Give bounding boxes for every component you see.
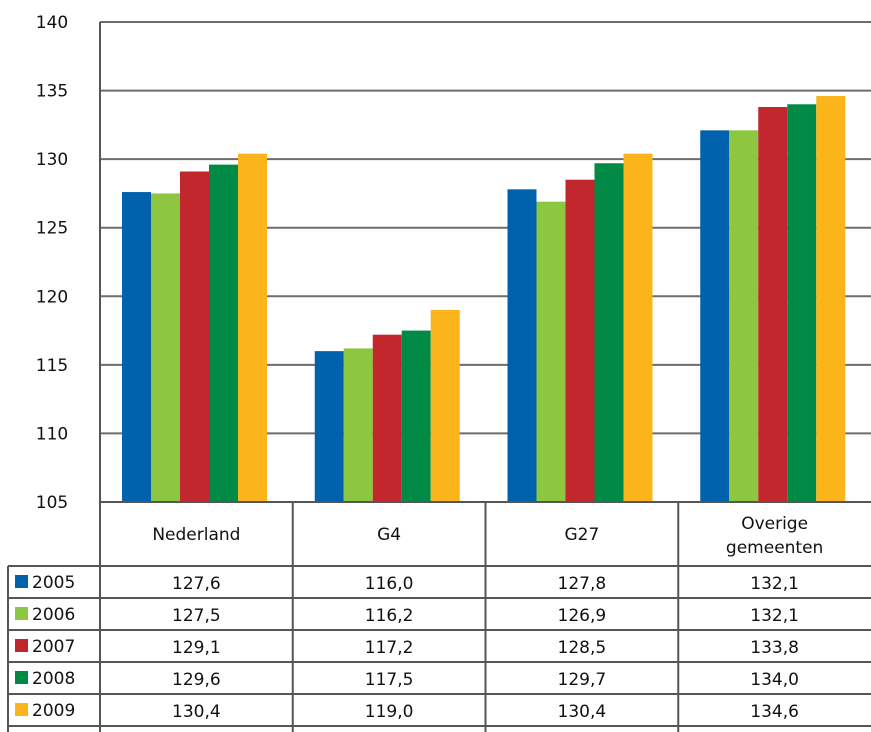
bar-2006-2 bbox=[343, 348, 373, 502]
bar-2009-1 bbox=[238, 153, 267, 502]
bar-2008-1 bbox=[209, 164, 238, 502]
category-label: gemeenten bbox=[726, 538, 823, 558]
legend-swatch-2006 bbox=[15, 607, 28, 620]
data-table-cell: 134,6 bbox=[750, 702, 799, 722]
category-label: Nederland bbox=[152, 525, 240, 545]
data-table-cell: 116,0 bbox=[365, 574, 414, 594]
y-tick-label: 110 bbox=[36, 424, 68, 444]
bar-2008-2 bbox=[401, 330, 431, 502]
bar-2005-3 bbox=[507, 189, 537, 503]
data-table-cell: 119,0 bbox=[365, 702, 414, 722]
bar-2006-1 bbox=[151, 193, 180, 502]
data-table-cell: 130,4 bbox=[558, 702, 607, 722]
data-table-cell: 129,7 bbox=[558, 670, 607, 690]
legend-label-2009: 2009 bbox=[32, 701, 75, 721]
y-tick-label: 140 bbox=[36, 13, 68, 33]
legend-swatch-2009 bbox=[15, 703, 28, 716]
bar-2006-3 bbox=[536, 201, 566, 502]
bar-2007-3 bbox=[565, 179, 595, 502]
bar-2009-4 bbox=[816, 96, 846, 503]
bar-2005-2 bbox=[314, 351, 344, 502]
bar-2007-1 bbox=[180, 171, 209, 502]
legend-label-2006: 2006 bbox=[32, 605, 75, 625]
bar-2007-4 bbox=[758, 107, 788, 503]
y-tick-label: 115 bbox=[36, 356, 68, 376]
legend-label-2007: 2007 bbox=[32, 637, 75, 657]
legend-swatch-2005 bbox=[15, 575, 28, 588]
category-label: G27 bbox=[564, 525, 599, 545]
data-table-cell: 132,1 bbox=[750, 606, 799, 626]
bar-2009-3 bbox=[623, 153, 653, 502]
bar-2009-2 bbox=[430, 310, 460, 502]
data-table-cell: 126,9 bbox=[558, 606, 607, 626]
legend-swatch-2007 bbox=[15, 639, 28, 652]
data-table-cell: 129,6 bbox=[172, 670, 221, 690]
bar-2007-2 bbox=[372, 334, 402, 502]
y-tick-label: 120 bbox=[36, 287, 68, 307]
y-tick-label: 130 bbox=[36, 150, 68, 170]
legend-swatch-2008 bbox=[15, 671, 28, 684]
data-table-cell: 128,5 bbox=[558, 638, 607, 658]
data-table-cell: 116,2 bbox=[365, 606, 414, 626]
legend-label-2005: 2005 bbox=[32, 573, 75, 593]
data-table-cell: 127,5 bbox=[172, 606, 221, 626]
y-tick-label: 105 bbox=[36, 493, 68, 513]
data-table-cell: 129,1 bbox=[172, 638, 221, 658]
bar-2006-4 bbox=[729, 130, 759, 503]
data-table-cell: 117,2 bbox=[365, 638, 414, 658]
data-table-cell: 133,8 bbox=[750, 638, 799, 658]
bar-2005-1 bbox=[122, 192, 151, 503]
data-table-cell: 134,0 bbox=[750, 670, 799, 690]
data-table-cell: 117,5 bbox=[365, 670, 414, 690]
y-tick-label: 125 bbox=[36, 219, 68, 239]
data-table-cell: 127,6 bbox=[172, 574, 221, 594]
data-table-cell: 132,1 bbox=[750, 574, 799, 594]
data-table-cell: 130,4 bbox=[172, 702, 221, 722]
bar-2008-4 bbox=[787, 104, 817, 503]
bar-2005-4 bbox=[700, 130, 730, 503]
bar-2008-3 bbox=[594, 163, 624, 502]
y-tick-label: 135 bbox=[36, 82, 68, 102]
legend-label-2008: 2008 bbox=[32, 669, 75, 689]
data-table-cell: 127,8 bbox=[558, 574, 607, 594]
category-label: Overige bbox=[741, 514, 808, 534]
category-label: G4 bbox=[377, 525, 401, 545]
